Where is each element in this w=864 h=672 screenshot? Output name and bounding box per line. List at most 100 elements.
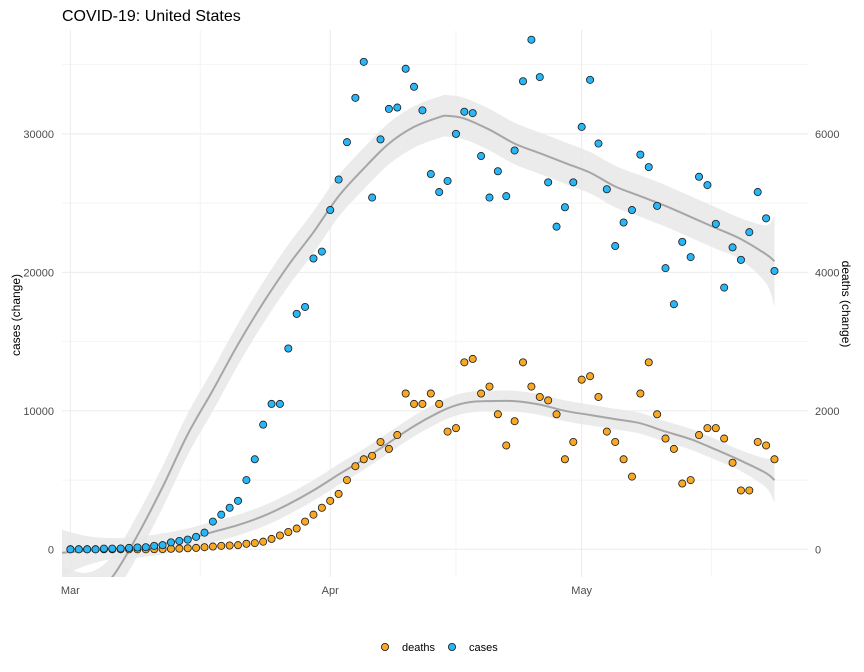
cases-point <box>166 538 175 547</box>
deaths-point <box>510 417 519 426</box>
legend: deaths cases <box>380 642 498 654</box>
y-tick-label: 10000 <box>23 406 54 418</box>
deaths-point <box>485 382 494 391</box>
cases-point <box>477 152 486 161</box>
cases-point <box>192 532 201 541</box>
deaths-point <box>384 444 393 453</box>
cases-point <box>83 545 92 554</box>
y-tick-label: 30000 <box>23 129 54 141</box>
cases-point <box>510 146 519 155</box>
cases-point <box>141 543 150 552</box>
cases-point <box>326 206 335 215</box>
cases-point <box>175 536 184 545</box>
cases-point <box>468 109 477 118</box>
deaths-point <box>711 424 720 433</box>
deaths-point <box>736 486 745 495</box>
deaths-point <box>636 389 645 398</box>
cases-point <box>150 541 159 550</box>
y2-tick-label: 6000 <box>815 129 839 141</box>
deaths-point <box>401 389 410 398</box>
deaths-point <box>451 424 460 433</box>
cases-point <box>368 193 377 202</box>
cases-point <box>493 167 502 176</box>
deaths-point <box>577 375 586 384</box>
cases-point <box>586 75 595 84</box>
cases-point <box>301 302 310 311</box>
deaths-point <box>477 389 486 398</box>
deaths-point <box>376 437 385 446</box>
cases-point <box>91 545 100 554</box>
legend-label-cases: cases <box>469 642 498 654</box>
deaths-point <box>720 434 729 443</box>
cases-point <box>309 254 318 263</box>
cases-point <box>393 103 402 112</box>
deaths-point <box>225 541 234 550</box>
cases-point <box>552 222 561 231</box>
deaths-point <box>619 455 628 464</box>
cases-point <box>577 122 586 131</box>
cases-point <box>376 135 385 144</box>
deaths-point <box>334 489 343 498</box>
cases-point <box>284 344 293 353</box>
cases-point <box>342 138 351 147</box>
y-tick-label: 20000 <box>23 267 54 279</box>
legend-key-deaths <box>380 643 389 652</box>
y-tick-label: 0 <box>48 544 54 556</box>
cases-point <box>678 237 687 246</box>
cases-point <box>661 264 670 273</box>
cases-point <box>669 300 678 309</box>
deaths-point <box>217 541 226 550</box>
cases-point <box>527 35 536 44</box>
deaths-point <box>242 539 251 548</box>
deaths-point <box>267 534 276 543</box>
deaths-point <box>703 424 712 433</box>
legend-label-deaths: deaths <box>402 642 436 654</box>
deaths-point <box>393 431 402 440</box>
x-tick-label: Mar <box>61 585 80 597</box>
x-tick-label: May <box>571 585 592 597</box>
deaths-point <box>586 372 595 381</box>
deaths-point <box>552 410 561 419</box>
deaths-point <box>208 542 217 551</box>
cases-point <box>519 77 528 86</box>
cases-point <box>158 541 167 550</box>
deaths-point <box>695 431 704 440</box>
cases-point <box>460 107 469 116</box>
cases-trend-line <box>111 114 776 577</box>
y2-axis-title: deaths (change) <box>839 261 853 348</box>
deaths-point <box>686 476 695 485</box>
cases-point <box>116 544 125 553</box>
deaths-point <box>435 399 444 408</box>
deaths-point <box>493 410 502 419</box>
cases-point <box>544 178 553 187</box>
cases-point <box>334 175 343 184</box>
cases-point <box>133 543 142 552</box>
cases-point <box>619 218 628 227</box>
deaths-point <box>527 382 536 391</box>
cases-point <box>695 172 704 181</box>
deaths-point <box>351 462 360 471</box>
cases-point <box>225 503 234 512</box>
deaths-point <box>560 455 569 464</box>
cases-point <box>720 283 729 292</box>
y-axis-left: 0 10000 20000 30000 <box>23 129 54 556</box>
deaths-point <box>250 539 259 548</box>
y2-tick-label: 2000 <box>815 406 839 418</box>
deaths-point <box>309 510 318 519</box>
deaths-point <box>468 354 477 363</box>
cases-point <box>183 535 192 544</box>
cases-point <box>745 228 754 237</box>
deaths-point <box>259 537 268 546</box>
cases-point <box>762 214 771 223</box>
cases-point <box>66 545 75 554</box>
deaths-point <box>644 358 653 367</box>
y2-tick-label: 4000 <box>815 267 839 279</box>
cases-point <box>125 543 134 552</box>
deaths-point <box>569 437 578 446</box>
cases-point <box>602 185 611 194</box>
cases-point <box>217 510 226 519</box>
cases-point <box>736 255 745 264</box>
deaths-point <box>502 441 511 450</box>
cases-point <box>267 399 276 408</box>
